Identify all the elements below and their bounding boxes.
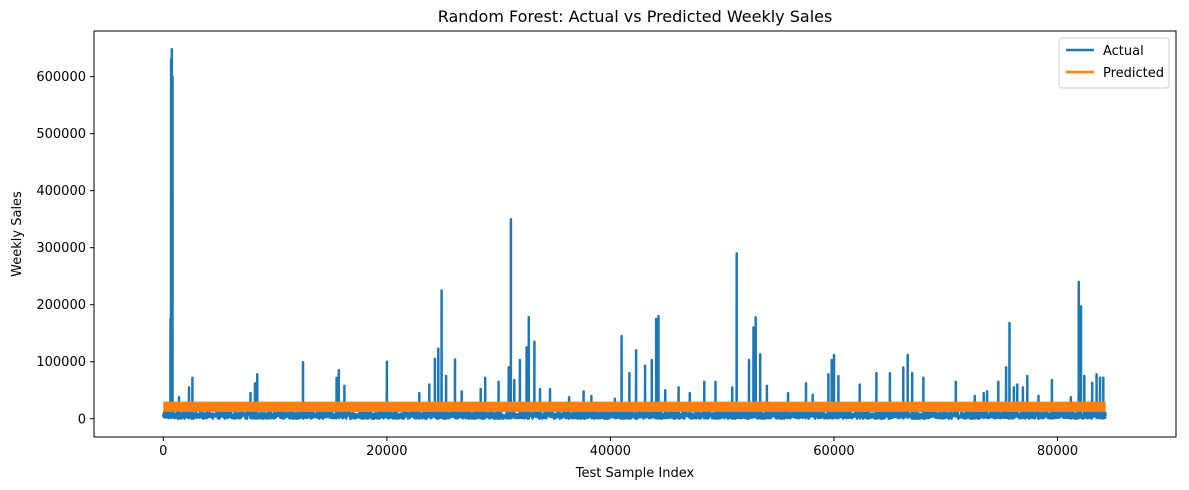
legend-label-predicted: Predicted [1103, 66, 1164, 81]
plot-area [162, 47, 1107, 421]
x-tick-label: 40000 [590, 444, 631, 459]
y-tick-label: 200000 [36, 298, 86, 313]
y-axis-label: Weekly Sales [10, 191, 25, 277]
x-tick-label: 60000 [813, 444, 854, 459]
x-tick-label: 0 [159, 444, 167, 459]
x-tick-label: 20000 [366, 444, 407, 459]
x-axis-label: Test Sample Index [575, 466, 695, 481]
chart-title: Random Forest: Actual vs Predicted Weekl… [438, 7, 833, 26]
axes-frame [93, 30, 1177, 438]
axis-ticks: 0 20000 40000 60000 80000 0 100000 200000 300000… [36, 70, 1078, 459]
x-tick-label: 80000 [1037, 444, 1078, 459]
y-tick-label: 400000 [36, 184, 86, 199]
y-tick-label: 500000 [36, 127, 86, 142]
actual-series-line [162, 47, 1107, 421]
legend-label-actual: Actual [1103, 44, 1144, 59]
y-tick-label: 300000 [36, 241, 86, 256]
legend: Actual Predicted [1058, 37, 1170, 89]
y-tick-label: 600000 [36, 70, 86, 85]
predicted-series-band [163, 401, 1106, 412]
y-tick-label: 100000 [36, 355, 86, 370]
y-tick-label: 0 [78, 412, 86, 427]
